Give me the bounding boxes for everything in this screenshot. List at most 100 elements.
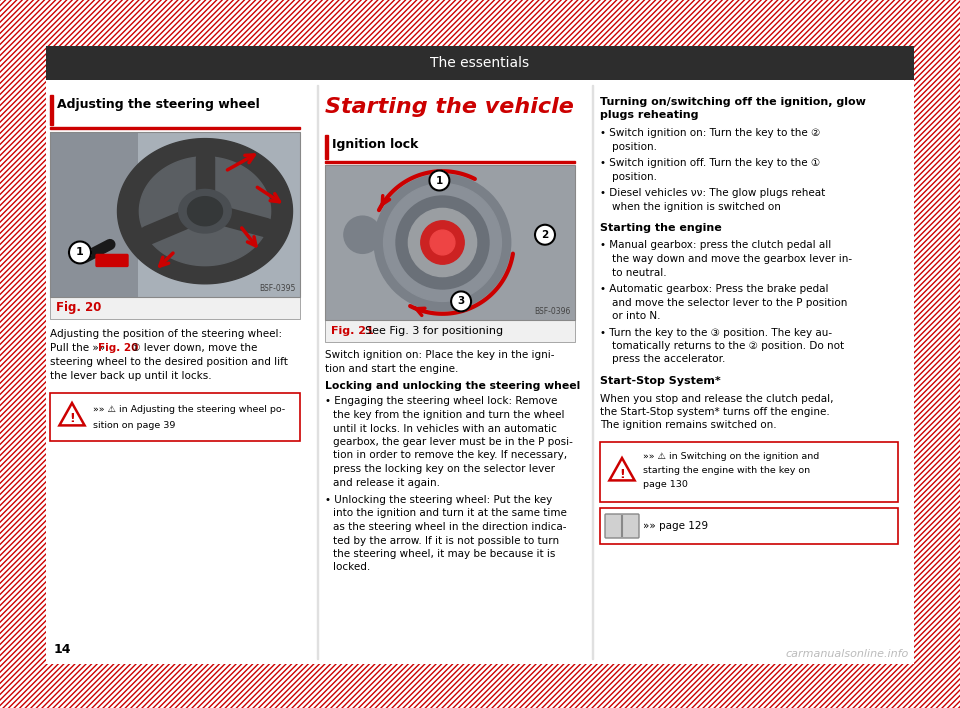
Bar [50, 127, 300, 128]
Text: »» ⚠ in Adjusting the steering wheel po-: »» ⚠ in Adjusting the steering wheel po- [93, 405, 285, 414]
Text: BSF-0395: BSF-0395 [259, 284, 296, 293]
Circle shape [384, 183, 501, 302]
Circle shape [535, 224, 555, 245]
Text: or into N.: or into N. [612, 311, 660, 321]
Bar [50, 132, 137, 297]
Circle shape [451, 292, 471, 312]
Text: when the ignition is switched on: when the ignition is switched on [612, 202, 780, 212]
Text: • Automatic gearbox: Press the brake pedal: • Automatic gearbox: Press the brake ped… [600, 284, 828, 294]
Text: Pull the »»: Pull the »» [50, 343, 108, 353]
Text: Fig. 20: Fig. 20 [56, 302, 102, 314]
Text: !: ! [69, 413, 75, 426]
Circle shape [408, 208, 476, 277]
Text: gearbox, the gear lever must be in the P posi-: gearbox, the gear lever must be in the P… [333, 437, 573, 447]
Text: When you stop and release the clutch pedal,: When you stop and release the clutch ped… [600, 394, 833, 404]
Text: 14: 14 [54, 643, 71, 656]
Text: »» ⚠ in Switching on the ignition and: »» ⚠ in Switching on the ignition and [643, 452, 819, 461]
Bar [0, 46, 46, 664]
Text: to neutral.: to neutral. [612, 268, 666, 278]
Circle shape [420, 221, 465, 264]
Text: See Fig. 3 for positioning: See Fig. 3 for positioning [365, 326, 503, 336]
Text: • Engaging the steering wheel lock: Remove: • Engaging the steering wheel lock: Remo… [325, 396, 558, 406]
Text: • Manual gearbox: press the clutch pedal all: • Manual gearbox: press the clutch pedal… [600, 241, 831, 251]
Circle shape [374, 174, 511, 311]
Text: plugs reheating: plugs reheating [600, 110, 699, 120]
Text: 1: 1 [436, 176, 443, 185]
Bar [50, 393, 300, 441]
Text: press the locking key on the selector lever: press the locking key on the selector le… [333, 464, 555, 474]
Bar [600, 442, 898, 502]
Text: »» page 129: »» page 129 [643, 521, 708, 531]
Text: as the steering wheel in the direction indica-: as the steering wheel in the direction i… [333, 522, 566, 532]
Text: position.: position. [612, 142, 657, 152]
Text: !: ! [619, 467, 625, 481]
Text: Ignition lock: Ignition lock [332, 138, 419, 151]
Text: the way down and move the gearbox lever in-: the way down and move the gearbox lever … [612, 254, 852, 264]
Text: • Switch ignition off. Turn the key to the ①: • Switch ignition off. Turn the key to t… [600, 158, 820, 168]
Text: the key from the ignition and turn the wheel: the key from the ignition and turn the w… [333, 410, 564, 420]
Bar [50, 95, 53, 125]
Text: BSF-0396: BSF-0396 [535, 307, 571, 316]
Text: ① lever down, move the: ① lever down, move the [128, 343, 257, 353]
Text: • Switch ignition on: Turn the key to the ②: • Switch ignition on: Turn the key to th… [600, 128, 820, 138]
Bar [325, 320, 575, 342]
Bar [0, 0, 960, 46]
Text: the Start-Stop system* turns off the engine.: the Start-Stop system* turns off the eng… [600, 407, 829, 417]
Text: 1: 1 [76, 248, 84, 258]
Text: into the ignition and turn it at the same time: into the ignition and turn it at the sam… [333, 508, 566, 518]
FancyBboxPatch shape [96, 254, 128, 266]
Text: Switch ignition on: Place the key in the igni-: Switch ignition on: Place the key in the… [325, 350, 555, 360]
Text: Adjusting the steering wheel: Adjusting the steering wheel [57, 98, 260, 111]
Bar [600, 508, 898, 544]
Text: page 130: page 130 [643, 480, 688, 489]
Bar [50, 297, 300, 319]
Circle shape [344, 216, 381, 253]
Text: and release it again.: and release it again. [333, 477, 440, 488]
Bar [325, 161, 575, 163]
Bar [325, 135, 328, 159]
Circle shape [69, 241, 91, 263]
Polygon shape [187, 197, 223, 226]
Bar [50, 132, 300, 297]
Text: starting the engine with the key on: starting the engine with the key on [643, 466, 810, 475]
Text: locked.: locked. [333, 562, 371, 573]
Bar [0, 664, 960, 708]
Circle shape [430, 230, 455, 255]
Text: Fig. 21: Fig. 21 [331, 326, 373, 336]
Text: • Unlocking the steering wheel: Put the key: • Unlocking the steering wheel: Put the … [325, 495, 552, 505]
Text: 2: 2 [541, 230, 548, 240]
Text: tomatically returns to the ② position. Do not: tomatically returns to the ② position. D… [612, 341, 844, 351]
Text: • Diesel vehicles νν: The glow plugs reheat: • Diesel vehicles νν: The glow plugs reh… [600, 188, 826, 198]
Text: Starting the vehicle: Starting the vehicle [325, 97, 574, 117]
Bar [325, 165, 575, 320]
Polygon shape [139, 156, 271, 266]
Text: the lever back up until it locks.: the lever back up until it locks. [50, 371, 211, 381]
Bar [317, 85, 318, 659]
Text: position.: position. [612, 171, 657, 181]
Text: press the accelerator.: press the accelerator. [612, 355, 726, 365]
Text: steering wheel to the desired position and lift: steering wheel to the desired position a… [50, 357, 288, 367]
Text: Fig. 20: Fig. 20 [98, 343, 138, 353]
Text: and move the selector lever to the P position: and move the selector lever to the P pos… [612, 297, 848, 307]
Bar [46, 46, 914, 80]
Bar [46, 46, 914, 664]
Polygon shape [179, 190, 231, 233]
FancyBboxPatch shape [605, 514, 639, 538]
Bar [325, 165, 575, 320]
Text: tion in order to remove the key. If necessary,: tion in order to remove the key. If nece… [333, 450, 567, 460]
Polygon shape [117, 139, 293, 284]
Bar [50, 132, 300, 297]
Text: until it locks. In vehicles with an automatic: until it locks. In vehicles with an auto… [333, 423, 557, 433]
Text: Turning on/switching off the ignition, glow: Turning on/switching off the ignition, g… [600, 97, 866, 107]
Circle shape [396, 196, 489, 289]
Text: carmanualsonline.info: carmanualsonline.info [785, 649, 909, 659]
Text: ted by the arrow. If it is not possible to turn: ted by the arrow. If it is not possible … [333, 535, 559, 545]
Bar [50, 132, 300, 297]
Text: • Turn the key to the ③ position. The key au-: • Turn the key to the ③ position. The ke… [600, 328, 832, 338]
Text: the steering wheel, it may be because it is: the steering wheel, it may be because it… [333, 549, 556, 559]
Bar [914, 46, 960, 664]
Text: Adjusting the position of the steering wheel:: Adjusting the position of the steering w… [50, 329, 282, 339]
Text: Starting the engine: Starting the engine [600, 223, 722, 233]
Text: sition on page 39: sition on page 39 [93, 421, 176, 430]
Bar [592, 85, 593, 659]
